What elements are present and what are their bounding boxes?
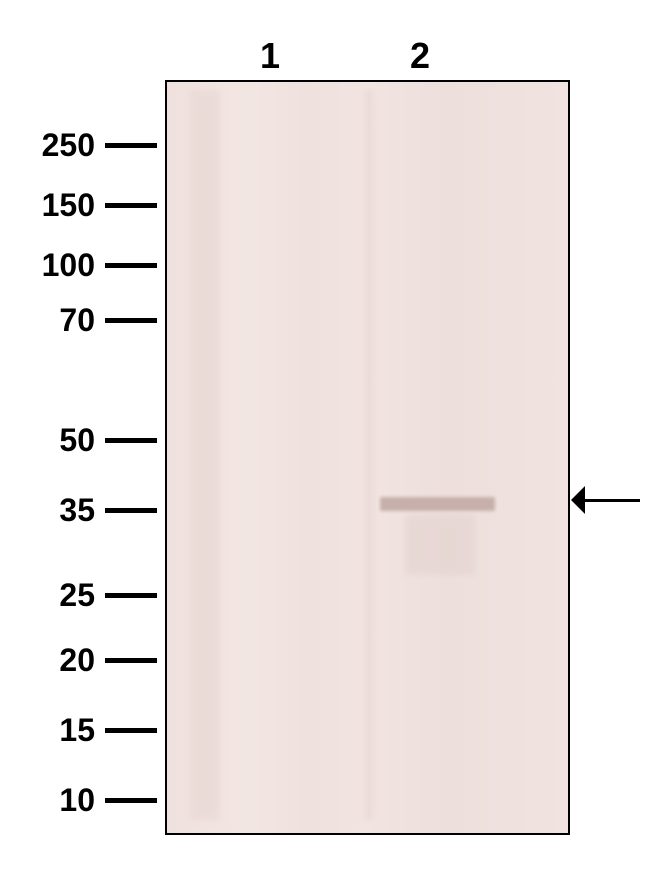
lane-label-1: 1 [260,35,280,77]
band-lane2 [380,497,495,511]
mw-tick-15 [105,728,157,733]
mw-label-50: 50 [59,422,95,459]
lane-label-2: 2 [410,35,430,77]
mw-tick-50 [105,438,157,443]
mw-tick-100 [105,263,157,268]
mw-label-70: 70 [59,302,95,339]
smear-1 [365,90,373,820]
mw-label-20: 20 [59,642,95,679]
mw-tick-150 [105,203,157,208]
mw-label-25: 25 [59,577,95,614]
mw-tick-70 [105,318,157,323]
mw-tick-10 [105,798,157,803]
mw-label-250: 250 [42,127,95,164]
smear-2 [405,515,475,575]
smear-0 [190,90,220,820]
arrow-head [571,486,585,514]
mw-label-10: 10 [59,782,95,819]
mw-tick-35 [105,508,157,513]
mw-tick-25 [105,593,157,598]
mw-label-15: 15 [59,712,95,749]
arrow-shaft [585,499,640,502]
mw-tick-250 [105,143,157,148]
mw-label-150: 150 [42,187,95,224]
mw-label-100: 100 [42,247,95,284]
mw-label-35: 35 [59,492,95,529]
mw-tick-20 [105,658,157,663]
